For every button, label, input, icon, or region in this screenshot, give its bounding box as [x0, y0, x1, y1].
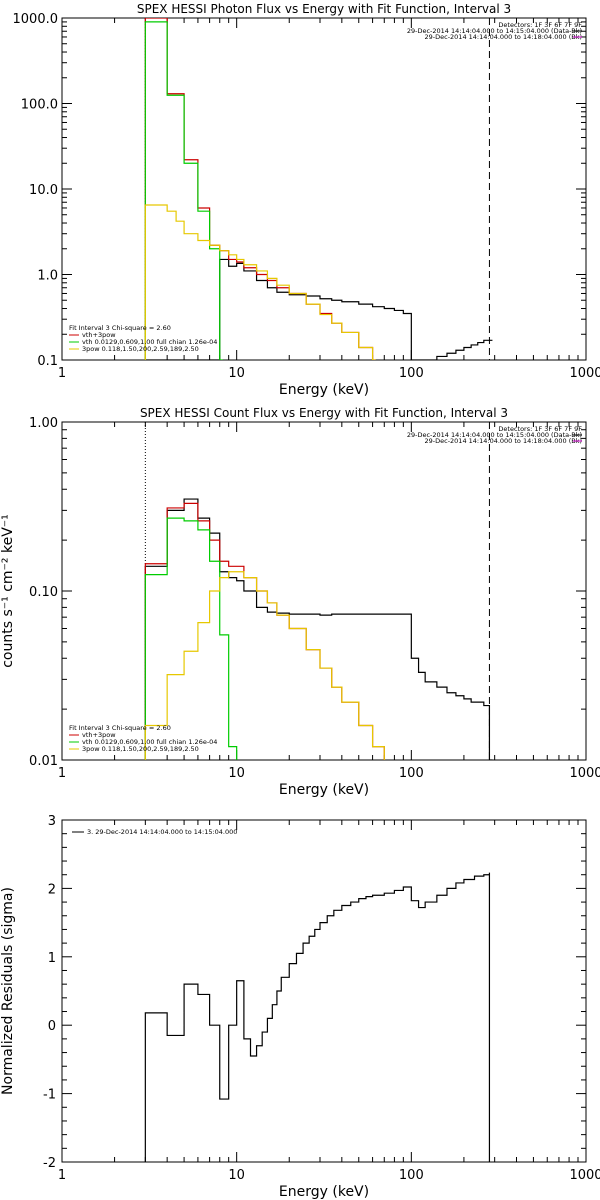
y-tick-label: 1000.0 — [13, 12, 59, 27]
fit-info-line: Fit Interval 3 Chi-square = 2.60 — [69, 724, 171, 732]
series-line-3-29-dec-2014-14-14-04-000-to-14-15-04-000 — [144, 872, 491, 1162]
chart-title: SPEX HESSI Count Flux vs Energy with Fit… — [140, 406, 508, 420]
x-axis-label: Energy (keV) — [279, 382, 369, 398]
chart-panel-3: 1 10 100 1000 -2 -1 0 1 2 3 Energy (keV) Normalized… — [0, 814, 600, 1200]
detector-info-line: Detectors: 1F 3F 6F 7F 9F — [498, 425, 582, 433]
y-tick-label: 1 — [48, 951, 56, 966]
x-tick-label: 10 — [228, 766, 245, 781]
detector-info-line: 29-Dec-2014 14:14:04.000 to 14:15:04.000… — [407, 27, 582, 35]
x-axis-label: Energy (keV) — [279, 782, 369, 798]
y-axis-label: Normalized Residuals (sigma) — [0, 887, 16, 1095]
y-tick-label: 2 — [48, 882, 56, 897]
x-tick-label: 10 — [228, 1168, 245, 1183]
plot-frame — [61, 819, 587, 1163]
y-tick-label: 0 — [48, 1019, 56, 1034]
y-tick-label: 3 — [48, 814, 56, 829]
fit-info-line: vth+3pow — [82, 331, 116, 339]
fit-info-line: vth+3pow — [82, 731, 116, 739]
y-tick-label: 100.0 — [21, 98, 58, 113]
detector-info-line: 29-Dec-2014 14:14:04.000 to 14:18:04.000… — [425, 33, 583, 41]
legend-entry: 3. 29-Dec-2014 14:14:04.000 to 14:15:04.… — [87, 828, 237, 836]
detector-info-line: Detectors: 1F 3F 6F 7F 9F — [498, 21, 582, 29]
fit-info-line: 3pow 0.118,1.50,200,2.59,189,2.50 — [82, 745, 199, 753]
x-tick-label: 1000 — [569, 766, 600, 781]
x-tick-label: 100 — [399, 366, 424, 381]
detector-info-line: 29-Dec-2014 14:14:04.000 to 14:18:04.000… — [425, 437, 583, 445]
series-line-vth — [144, 21, 223, 360]
fit-info-line: 3pow 0.118,1.50,200,2.59,189,2.50 — [82, 345, 199, 353]
series-line-3pow — [144, 571, 385, 760]
x-tick-label: 100 — [399, 766, 424, 781]
x-tick-label: 1 — [58, 366, 66, 381]
series-line-data — [145, 258, 493, 360]
series-line-vth-3pow — [144, 18, 376, 360]
y-tick-label: 0.01 — [29, 754, 58, 769]
fit-info-line: vth 0.0129,0.609,1.00 full chian 1.26e-0… — [82, 338, 217, 346]
y-axis-label: counts s⁻¹ cm⁻² keV⁻¹ — [0, 514, 16, 668]
y-tick-label: 1.0 — [37, 269, 58, 284]
plot-frame — [61, 421, 587, 761]
y-tick-label: 10.0 — [29, 183, 58, 198]
y-tick-label: 0.1 — [37, 354, 58, 369]
series-line-vth-3pow — [144, 502, 385, 760]
x-tick-label: 100 — [399, 1168, 424, 1183]
x-tick-label: 1 — [58, 1168, 66, 1183]
x-tick-label: 1 — [58, 766, 66, 781]
fit-info-line: Fit Interval 3 Chi-square = 2.60 — [69, 324, 171, 332]
y-tick-label: -2 — [43, 1156, 56, 1171]
detector-info-line: 29-Dec-2014 14:14:04.000 to 14:15:04.000… — [407, 431, 582, 439]
y-tick-label: -1 — [43, 1088, 56, 1103]
x-tick-label: 10 — [228, 366, 245, 381]
plot-frame — [61, 17, 587, 361]
x-tick-label: 1000 — [569, 1168, 600, 1183]
chart-panel-1: 1 10 100 1000 0.1 1.0 10.0 100.0 1000.0 SPEX HESS… — [13, 2, 600, 398]
y-tick-label: 0.10 — [29, 585, 58, 600]
y-tick-label: 1.00 — [29, 416, 58, 431]
series-line-data — [144, 498, 493, 760]
chart-title: SPEX HESSI Photon Flux vs Energy with Fi… — [137, 2, 511, 16]
x-tick-label: 1000 — [569, 366, 600, 381]
chart-panel-2: 1 10 100 1000 0.01 0.10 1.00 SPEX HESSI Count F… — [0, 406, 600, 798]
series-line-vth — [144, 517, 238, 760]
fit-info-line: vth 0.0129,0.609,1.00 full chian 1.26e-0… — [82, 738, 217, 746]
series-line-3pow — [144, 204, 376, 360]
x-axis-label: Energy (keV) — [279, 1184, 369, 1200]
